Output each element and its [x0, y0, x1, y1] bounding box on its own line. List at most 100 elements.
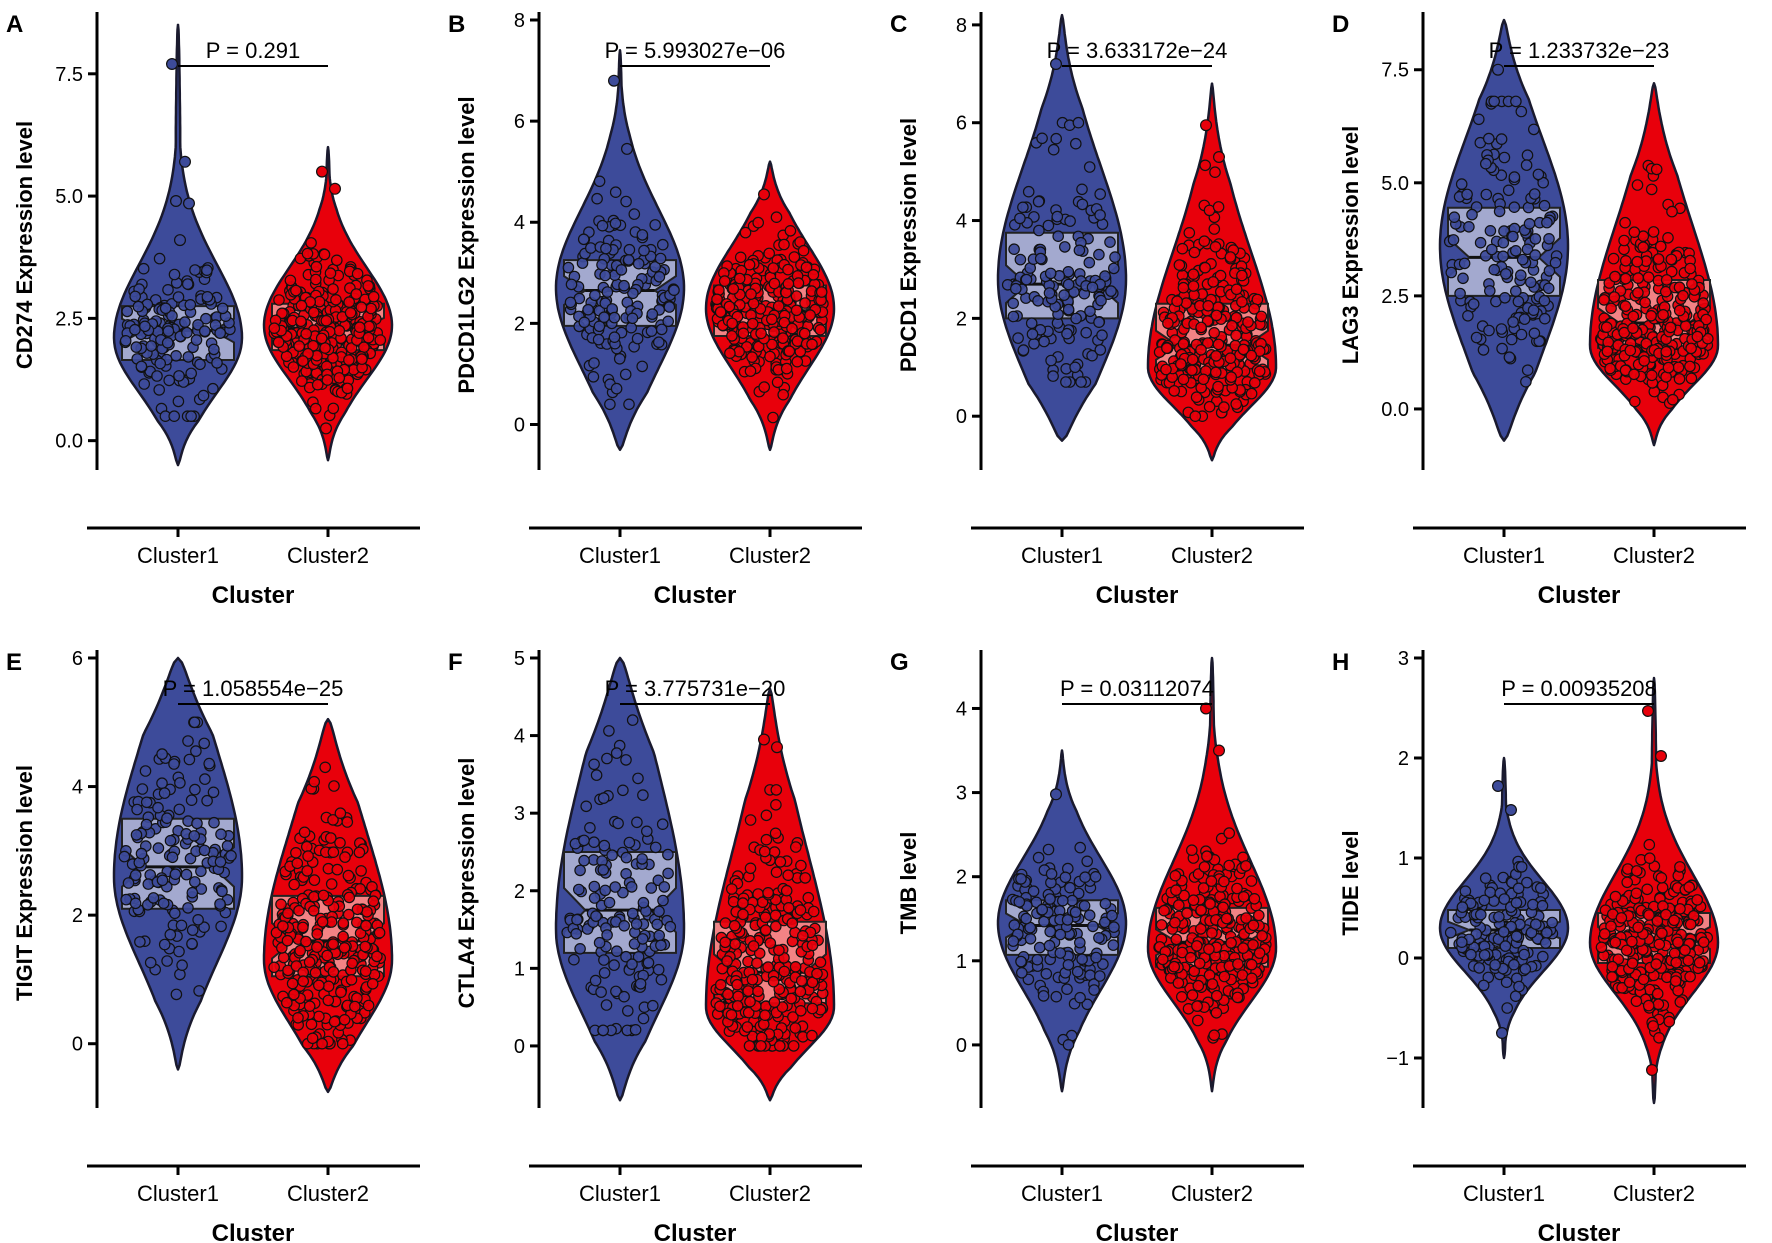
data-point	[170, 988, 183, 1001]
data-point	[745, 288, 757, 300]
data-point	[1061, 914, 1074, 926]
data-point	[168, 758, 180, 770]
data-point	[1038, 335, 1050, 348]
data-point	[275, 898, 287, 911]
data-point	[182, 902, 194, 914]
data-point	[1535, 882, 1547, 894]
data-point	[1014, 212, 1026, 225]
data-point	[198, 737, 210, 750]
data-point	[1087, 920, 1099, 933]
data-point	[1480, 188, 1493, 201]
data-point	[1042, 219, 1055, 232]
data-point	[324, 832, 337, 844]
data-point	[1513, 980, 1525, 993]
x-tick-label: Cluster2	[287, 1181, 369, 1206]
data-point	[182, 351, 195, 363]
data-point	[578, 316, 591, 329]
data-point	[1198, 235, 1211, 247]
data-point	[1536, 899, 1549, 912]
data-point	[162, 283, 174, 296]
data-point	[371, 950, 383, 963]
data-point	[216, 302, 229, 315]
data-point	[636, 360, 648, 373]
data-point	[139, 320, 151, 333]
data-point	[182, 735, 194, 747]
data-point	[593, 320, 606, 333]
data-point	[345, 973, 358, 986]
data-point	[1180, 297, 1193, 309]
data-point	[320, 314, 333, 327]
data-point	[1224, 352, 1237, 364]
data-point	[1255, 310, 1268, 323]
data-point	[1032, 851, 1045, 864]
panel-letter: F	[448, 649, 463, 676]
data-point	[1190, 940, 1203, 952]
data-point	[788, 251, 801, 263]
data-point	[770, 866, 783, 878]
panel-letter: C	[890, 11, 907, 38]
data-point	[811, 967, 823, 980]
data-point	[1028, 337, 1040, 350]
outlier-point	[1213, 744, 1226, 757]
data-point	[1094, 344, 1107, 356]
y-tick-label: 4	[72, 777, 83, 799]
group-cluster1	[554, 656, 686, 1102]
data-point	[308, 874, 321, 886]
data-point	[1628, 395, 1641, 408]
data-point	[311, 928, 323, 940]
outlier-point	[1655, 749, 1668, 762]
data-point	[1170, 933, 1183, 946]
y-tick-label: 6	[514, 111, 525, 133]
data-point	[653, 929, 665, 942]
panel-A: A 0.0 2.5 5.0 7.5 CD274 Expression level Clust…	[6, 11, 420, 609]
group-cluster1	[996, 13, 1128, 442]
data-point	[1465, 948, 1477, 961]
data-point	[1069, 906, 1082, 918]
data-point	[1674, 996, 1687, 1008]
data-point	[1108, 921, 1120, 933]
data-point	[1247, 919, 1260, 932]
data-point	[1073, 244, 1086, 257]
data-point	[1245, 875, 1258, 887]
data-point	[1655, 872, 1668, 884]
data-point	[611, 945, 623, 957]
data-point	[131, 803, 143, 816]
data-point	[1208, 1029, 1220, 1041]
data-point	[1020, 912, 1032, 925]
data-point	[1187, 280, 1200, 292]
data-point	[1095, 294, 1107, 307]
data-point	[714, 978, 727, 991]
p-value-label: P = 0.291	[206, 38, 300, 63]
data-point	[349, 1000, 361, 1013]
x-axis-label: Cluster	[1538, 582, 1621, 609]
data-point	[214, 327, 226, 339]
data-point	[161, 812, 173, 824]
data-point	[655, 973, 668, 986]
data-point	[1512, 295, 1525, 308]
data-point	[802, 891, 815, 904]
data-point	[1683, 881, 1695, 893]
data-point	[1673, 373, 1686, 385]
data-point	[1503, 351, 1516, 363]
data-point	[1212, 338, 1225, 351]
data-point	[312, 979, 325, 992]
data-point	[1198, 861, 1211, 873]
data-point	[588, 836, 600, 848]
data-point	[782, 869, 794, 881]
y-tick-label: 0	[72, 1034, 83, 1056]
data-point	[625, 321, 637, 334]
data-point	[211, 357, 223, 369]
data-point	[1651, 987, 1664, 1000]
outlier-point	[183, 197, 196, 210]
data-point	[1036, 903, 1048, 916]
data-point	[612, 817, 624, 830]
data-point	[172, 395, 185, 408]
data-point	[1508, 958, 1520, 971]
data-point	[1642, 999, 1655, 1012]
data-point	[1090, 951, 1102, 964]
data-point	[755, 1040, 767, 1052]
data-point	[1253, 947, 1266, 959]
data-point	[1510, 896, 1523, 909]
y-tick-label: 2	[72, 905, 83, 927]
data-point	[807, 905, 820, 918]
